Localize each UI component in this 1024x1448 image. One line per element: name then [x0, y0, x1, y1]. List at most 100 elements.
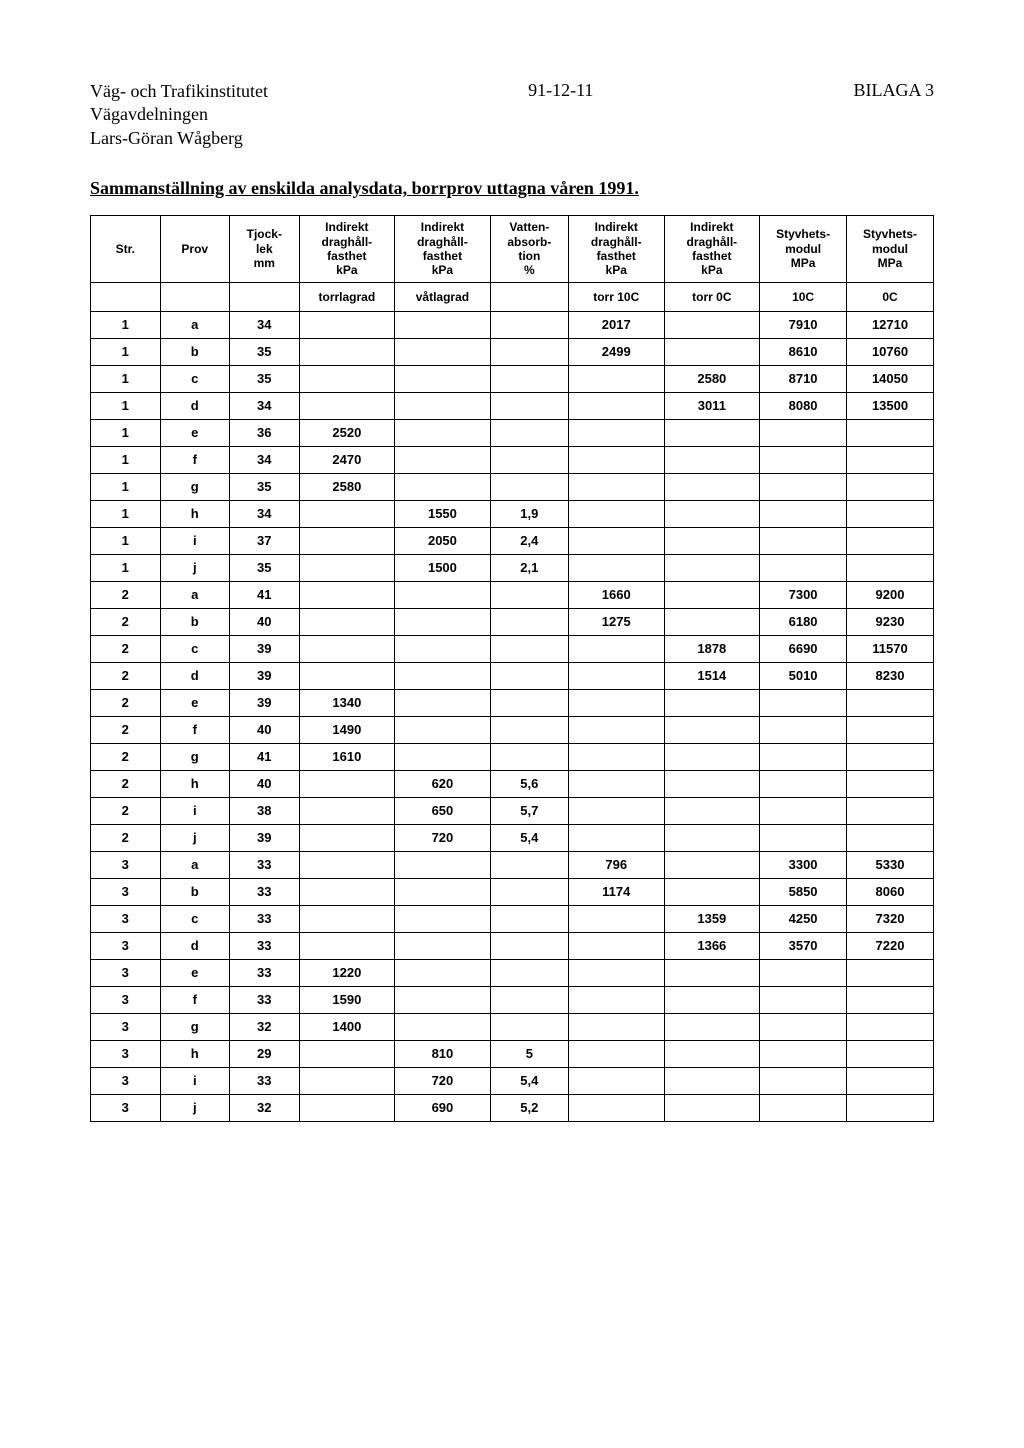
table-cell: 40 — [230, 770, 300, 797]
table-cell — [568, 986, 664, 1013]
table-cell: 41 — [230, 581, 300, 608]
table-cell: 1 — [91, 473, 161, 500]
table-cell — [664, 500, 760, 527]
table-cell: f — [160, 716, 230, 743]
table-cell — [847, 1094, 934, 1121]
table-cell: 1878 — [664, 635, 760, 662]
table-cell — [395, 311, 491, 338]
table-cell: d — [160, 932, 230, 959]
table-cell — [395, 878, 491, 905]
table-row: 3e331220 — [91, 959, 934, 986]
table-cell — [490, 473, 568, 500]
table-row: 1j3515002,1 — [91, 554, 934, 581]
table-row: 3g321400 — [91, 1013, 934, 1040]
table-cell — [395, 986, 491, 1013]
sub-header — [490, 282, 568, 311]
table-cell: 5,2 — [490, 1094, 568, 1121]
table-cell — [490, 311, 568, 338]
table-cell — [847, 473, 934, 500]
table-cell — [568, 824, 664, 851]
table-cell — [299, 1094, 395, 1121]
table-cell — [568, 959, 664, 986]
table-cell: 1366 — [664, 932, 760, 959]
col-header: Styvhets-modulMPa — [760, 216, 847, 283]
col-header: Tjock-lekmm — [230, 216, 300, 283]
table-cell — [395, 608, 491, 635]
table-cell — [760, 689, 847, 716]
table-cell: f — [160, 986, 230, 1013]
table-cell: 1 — [91, 365, 161, 392]
table-cell — [299, 500, 395, 527]
table-cell — [847, 743, 934, 770]
table-cell: 2 — [91, 635, 161, 662]
table-cell: 1 — [91, 311, 161, 338]
table-cell — [490, 635, 568, 662]
table-body: 1a3420177910127101b3524998610107601c3525… — [91, 311, 934, 1121]
table-cell: 3 — [91, 959, 161, 986]
table-cell: 7320 — [847, 905, 934, 932]
table-cell: 1275 — [568, 608, 664, 635]
table-cell — [664, 311, 760, 338]
table-row: 1f342470 — [91, 446, 934, 473]
header-row-1: Str. Prov Tjock-lekmm Indirektdraghåll-f… — [91, 216, 934, 283]
table-cell: 3570 — [760, 932, 847, 959]
table-cell — [664, 986, 760, 1013]
table-cell: 796 — [568, 851, 664, 878]
table-cell: 5,4 — [490, 824, 568, 851]
table-cell — [760, 986, 847, 1013]
table-cell — [299, 770, 395, 797]
table-cell: j — [160, 824, 230, 851]
table-row: 2a41166073009200 — [91, 581, 934, 608]
table-cell: 12710 — [847, 311, 934, 338]
table-cell: 5010 — [760, 662, 847, 689]
table-cell: 36 — [230, 419, 300, 446]
table-cell — [568, 365, 664, 392]
org-name: Väg- och Trafikinstitutet — [90, 80, 268, 103]
table-cell — [395, 932, 491, 959]
table-cell — [490, 878, 568, 905]
table-cell: 2 — [91, 743, 161, 770]
table-cell: h — [160, 500, 230, 527]
table-cell — [664, 797, 760, 824]
table-cell — [299, 338, 395, 365]
sub-header: torr 10C — [568, 282, 664, 311]
table-cell: 1,9 — [490, 500, 568, 527]
table-cell — [568, 473, 664, 500]
table-cell — [847, 1067, 934, 1094]
sub-header: 10C — [760, 282, 847, 311]
table-cell — [760, 500, 847, 527]
table-cell: 3 — [91, 878, 161, 905]
table-cell — [395, 689, 491, 716]
table-cell — [664, 878, 760, 905]
table-cell — [299, 1040, 395, 1067]
table-cell: 4250 — [760, 905, 847, 932]
table-cell — [760, 770, 847, 797]
table-cell — [847, 500, 934, 527]
table-cell — [395, 959, 491, 986]
table-cell: 5,4 — [490, 1067, 568, 1094]
section-title: Sammanställning av enskilda analysdata, … — [90, 178, 934, 199]
table-row: 3b33117458508060 — [91, 878, 934, 905]
table-cell — [490, 716, 568, 743]
table-cell — [568, 392, 664, 419]
table-cell: 3 — [91, 1067, 161, 1094]
table-cell — [664, 473, 760, 500]
table-cell: 1550 — [395, 500, 491, 527]
table-cell: 2580 — [299, 473, 395, 500]
table-cell: 1359 — [664, 905, 760, 932]
table-cell: 37 — [230, 527, 300, 554]
table-cell: d — [160, 662, 230, 689]
table-cell — [847, 824, 934, 851]
table-cell — [395, 446, 491, 473]
table-cell — [760, 797, 847, 824]
table-cell: 32 — [230, 1094, 300, 1121]
table-cell — [664, 716, 760, 743]
table-row: 2g411610 — [91, 743, 934, 770]
table-cell: d — [160, 392, 230, 419]
table-cell — [664, 608, 760, 635]
table-cell: i — [160, 1067, 230, 1094]
table-cell: 620 — [395, 770, 491, 797]
table-cell — [299, 932, 395, 959]
col-header: Vatten-absorb-tion% — [490, 216, 568, 283]
table-row: 3h298105 — [91, 1040, 934, 1067]
